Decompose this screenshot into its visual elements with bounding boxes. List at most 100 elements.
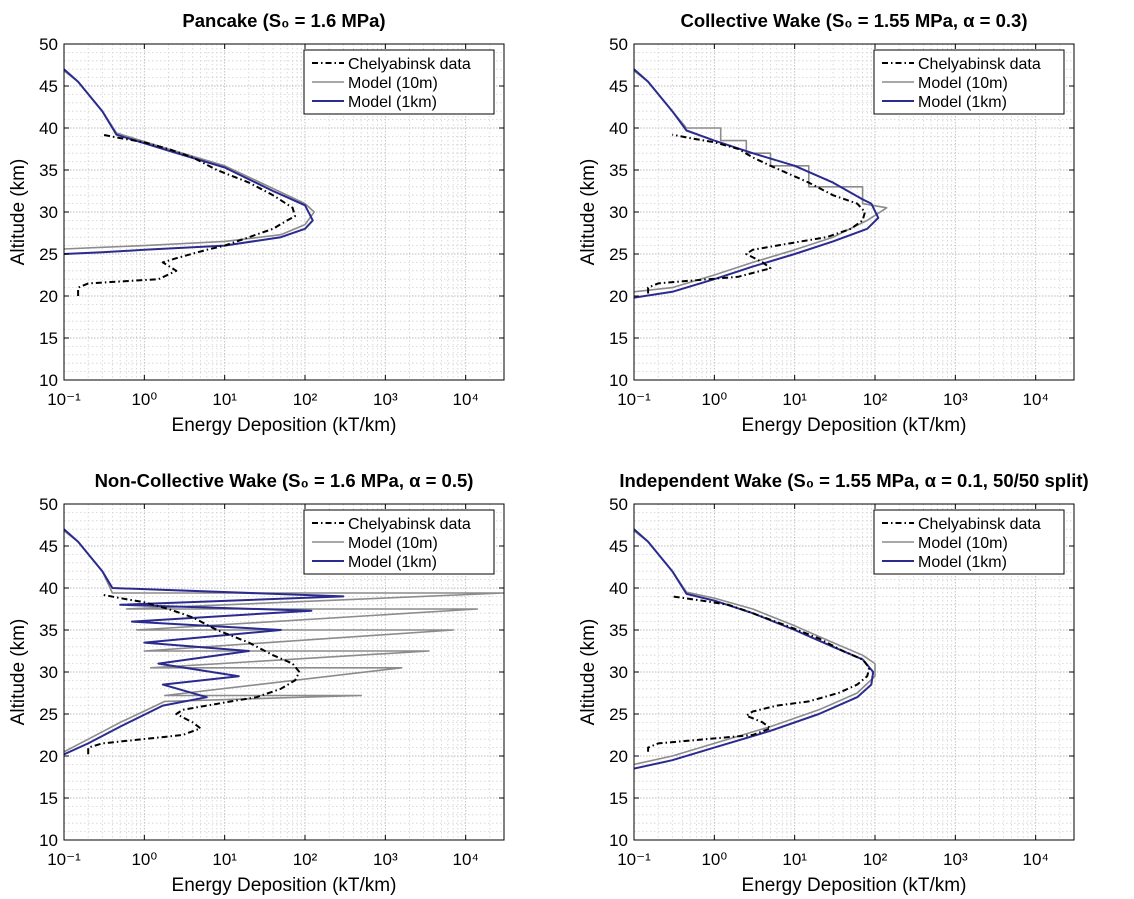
x-tick-label: 10² <box>293 850 318 869</box>
x-tick-label: 10⁻¹ <box>617 850 651 869</box>
y-tick-label: 25 <box>609 245 628 264</box>
legend: Chelyabinsk data Model (10m) Model (1km) <box>303 49 495 115</box>
series-line-model-1km <box>634 528 875 770</box>
y-tick-label: 15 <box>39 329 58 348</box>
x-tick-label: 10⁴ <box>453 850 479 869</box>
legend-entry-label: Model (1km) <box>918 94 1007 111</box>
legend: Chelyabinsk data Model (10m) Model (1km) <box>873 509 1065 575</box>
series-line-chelyabinsk-data <box>87 593 301 755</box>
y-tick-label: 35 <box>39 161 58 180</box>
x-tick-label: 10⁰ <box>131 850 157 869</box>
x-tick-label: 10¹ <box>212 850 237 869</box>
y-tick-label: 45 <box>39 537 58 556</box>
chart-title: Pancake (S₀ = 1.6 MPa) <box>182 10 385 31</box>
legend-entry-label: Chelyabinsk data <box>918 516 1041 533</box>
legend-entry-label: Chelyabinsk data <box>348 516 471 533</box>
y-tick-label: 40 <box>609 579 628 598</box>
y-tick-label: 20 <box>609 747 628 766</box>
y-tick-label: 35 <box>39 621 58 640</box>
series-line-chelyabinsk-data <box>647 133 866 294</box>
series-line-chelyabinsk-data <box>77 133 296 296</box>
chart-panel-4: 10⁻¹ 10⁰ 10¹ 10² 10³ 10⁴ 10 15 20 25 30 35 40 45 50 Ene… <box>578 470 1089 896</box>
y-tick-label: 10 <box>609 371 628 390</box>
x-tick-label: 10⁰ <box>701 850 727 869</box>
y-tick-label: 30 <box>39 203 58 222</box>
minor-grid <box>64 44 504 380</box>
legend-entry-label: Chelyabinsk data <box>348 56 471 73</box>
y-axis-label: Altitude (km) <box>578 159 599 266</box>
y-tick-label: 25 <box>39 245 58 264</box>
x-tick-label: 10⁴ <box>1023 390 1049 409</box>
x-tick-label: 10² <box>293 390 318 409</box>
legend-entry-label: Model (1km) <box>348 554 437 571</box>
y-tick-label: 20 <box>39 287 58 306</box>
series-line-model-10m <box>634 70 888 293</box>
y-tick-label: 50 <box>39 495 58 514</box>
series-group <box>634 528 876 770</box>
series-line-model-1km <box>64 528 345 756</box>
chart-title: Independent Wake (S₀ = 1.55 MPa, α = 0.1… <box>619 470 1088 491</box>
x-tick-label: 10⁰ <box>701 390 727 409</box>
x-tick-label: 10⁻¹ <box>617 390 651 409</box>
y-tick-label: 45 <box>609 537 628 556</box>
y-tick-label: 45 <box>609 77 628 96</box>
legend: Chelyabinsk data Model (10m) Model (1km) <box>873 49 1065 115</box>
y-tick-label: 50 <box>609 495 628 514</box>
legend-entry-label: Model (1km) <box>348 94 437 111</box>
y-tick-label: 30 <box>609 663 628 682</box>
y-tick-label: 45 <box>39 77 58 96</box>
y-tick-label: 40 <box>39 579 58 598</box>
x-tick-label: 10³ <box>943 850 968 869</box>
x-tick-label: 10¹ <box>212 390 237 409</box>
x-tick-label: 10³ <box>373 390 398 409</box>
y-tick-label: 50 <box>39 35 58 54</box>
y-tick-label: 10 <box>39 831 58 850</box>
x-tick-label: 10³ <box>943 390 968 409</box>
legend-entry-label: Model (10m) <box>348 535 438 552</box>
x-tick-label: 10⁻¹ <box>47 390 81 409</box>
chart-title: Collective Wake (S₀ = 1.55 MPa, α = 0.3) <box>680 10 1027 31</box>
x-tick-label: 10³ <box>373 850 398 869</box>
series-line-model-10m <box>64 530 504 753</box>
series-line-model-1km <box>64 68 314 255</box>
y-tick-label: 30 <box>609 203 628 222</box>
y-tick-label: 50 <box>609 35 628 54</box>
x-tick-label: 10⁰ <box>131 390 157 409</box>
chart-panel-3: 10⁻¹ 10⁰ 10¹ 10² 10³ 10⁴ 10 15 20 25 30 35 40 45 50 Ene… <box>8 470 505 896</box>
chart-panel-2: 10⁻¹ 10⁰ 10¹ 10² 10³ 10⁴ 10 15 20 25 30 35 40 45 50 Ene… <box>578 10 1075 436</box>
x-tick-label: 10² <box>863 390 888 409</box>
y-tick-label: 10 <box>609 831 628 850</box>
series-group <box>634 68 888 299</box>
y-tick-label: 40 <box>609 119 628 138</box>
x-axis-label: Energy Deposition (kT/km) <box>172 415 397 436</box>
legend-entry-label: Model (10m) <box>918 535 1008 552</box>
y-tick-label: 35 <box>609 161 628 180</box>
y-tick-label: 15 <box>39 789 58 808</box>
y-tick-label: 35 <box>609 621 628 640</box>
chart-title: Non-Collective Wake (S₀ = 1.6 MPa, α = 0… <box>95 470 474 491</box>
x-tick-label: 10⁴ <box>453 390 479 409</box>
y-tick-label: 20 <box>39 747 58 766</box>
series-line-model-1km <box>634 68 880 299</box>
series-group <box>64 528 504 756</box>
legend-entry-label: Model (10m) <box>918 75 1008 92</box>
x-axis-label: Energy Deposition (kT/km) <box>742 875 967 896</box>
x-tick-label: 10² <box>863 850 888 869</box>
y-tick-label: 15 <box>609 329 628 348</box>
y-tick-label: 25 <box>609 705 628 724</box>
x-tick-label: 10¹ <box>782 850 807 869</box>
x-axis-label: Energy Deposition (kT/km) <box>742 415 967 436</box>
legend: Chelyabinsk data Model (10m) Model (1km) <box>303 509 495 575</box>
legend-entry-label: Chelyabinsk data <box>918 56 1041 73</box>
x-axis-label: Energy Deposition (kT/km) <box>172 875 397 896</box>
y-axis-label: Altitude (km) <box>8 619 29 726</box>
legend-entry-label: Model (1km) <box>918 554 1007 571</box>
y-tick-label: 25 <box>39 705 58 724</box>
chart-panel-1: 10⁻¹ 10⁰ 10¹ 10² 10³ 10⁴ 10 15 20 25 30 35 40 45 50 Ene… <box>8 10 505 436</box>
y-tick-label: 10 <box>39 371 58 390</box>
y-tick-label: 30 <box>39 663 58 682</box>
series-line-chelyabinsk-data <box>647 595 871 752</box>
series-group <box>64 68 316 296</box>
y-tick-label: 15 <box>609 789 628 808</box>
